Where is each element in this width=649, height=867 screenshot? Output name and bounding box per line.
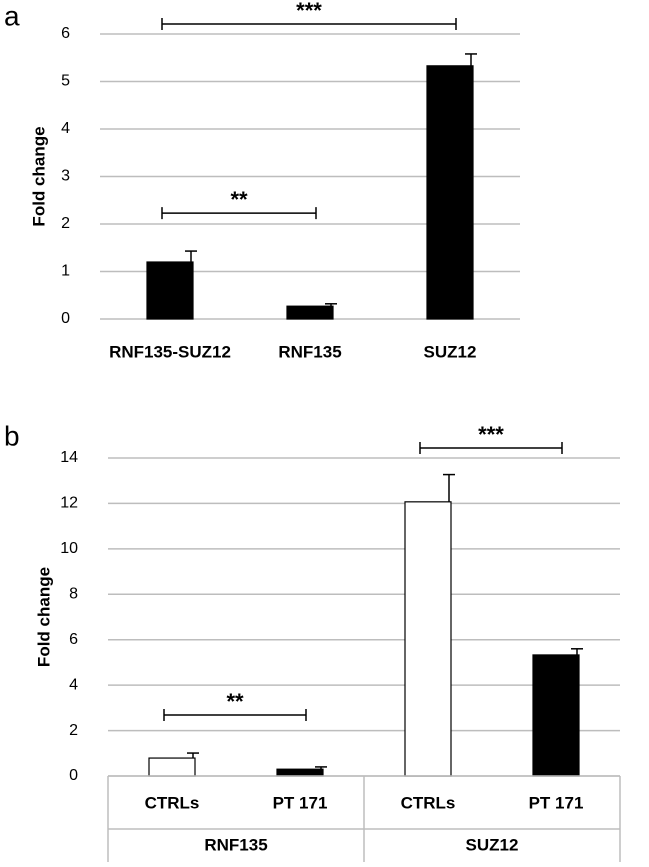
y-tick-label: 4 (61, 120, 70, 137)
significance-bracket (419, 442, 563, 454)
y-axis-label: Fold change (34, 567, 53, 667)
group-label: RNF135 (204, 835, 267, 854)
y-tick-label: 3 (61, 168, 70, 185)
significance-label: *** (296, 0, 322, 23)
x-tick-label: CTRLs (145, 793, 200, 812)
significance-bracket (163, 709, 307, 722)
y-tick-label: 5 (61, 73, 70, 90)
significance-label: *** (478, 422, 504, 447)
y-tick-label: 1 (61, 263, 70, 280)
significance-label: ** (226, 689, 244, 714)
y-axis-label: Fold change (29, 126, 48, 226)
significance-bracket (161, 18, 457, 30)
y-tick-label: 0 (61, 310, 70, 327)
bar (146, 261, 194, 320)
significance-label: ** (230, 187, 248, 212)
y-tick-label: 10 (60, 540, 78, 557)
x-tick-label: CTRLs (401, 793, 456, 812)
panel-label: a (4, 0, 20, 31)
group-label: SUZ12 (466, 835, 519, 854)
bar (276, 768, 324, 777)
x-tick-label: RNF135-SUZ12 (109, 342, 231, 361)
y-tick-label: 12 (60, 495, 78, 512)
x-tick-label: SUZ12 (424, 342, 477, 361)
y-tick-label: 14 (60, 449, 78, 466)
y-tick-label: 2 (61, 215, 70, 232)
bar (532, 654, 580, 777)
significance-bracket (161, 207, 317, 220)
panel-label: b (4, 420, 20, 451)
bar (286, 305, 334, 320)
y-tick-label: 6 (69, 631, 78, 648)
y-tick-label: 2 (69, 722, 78, 739)
x-tick-label: PT 171 (273, 793, 328, 812)
y-tick-label: 4 (69, 676, 78, 693)
x-tick-label: PT 171 (529, 793, 584, 812)
bar (148, 757, 196, 777)
x-tick-label: RNF135 (278, 342, 341, 361)
y-tick-label: 8 (69, 586, 78, 603)
y-tick-label: 6 (61, 25, 70, 42)
bar (426, 65, 474, 320)
bar (404, 501, 452, 777)
y-tick-label: 0 (69, 767, 78, 784)
